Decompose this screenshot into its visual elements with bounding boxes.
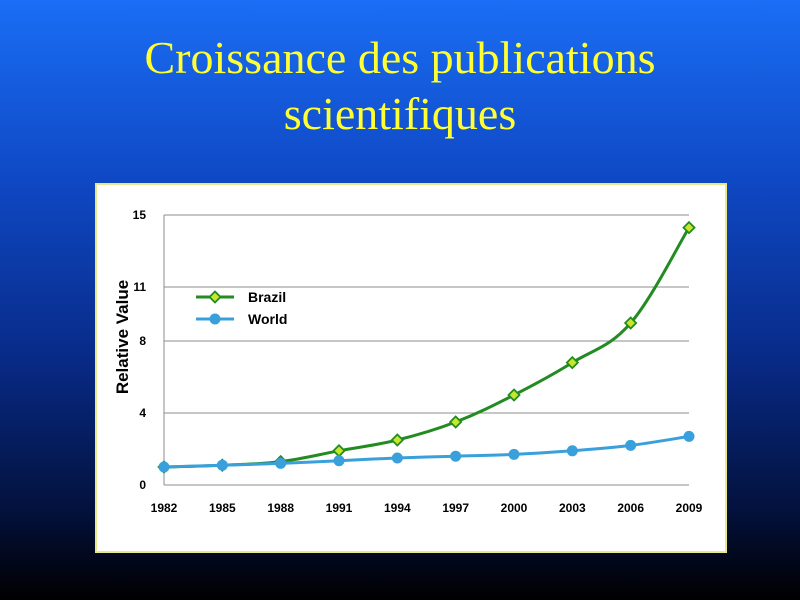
slide-title: Croissance des publications scientifique… [0,30,800,142]
data-point-brazil [448,415,463,429]
x-tick-label: 2000 [501,501,528,515]
series-line-brazil [163,226,691,469]
data-point-brazil [565,355,580,370]
data-point-world [158,461,170,473]
data-point-world [683,430,695,442]
y-tick-label: 8 [139,334,146,348]
x-tick-label: 1982 [151,501,178,515]
data-point-world [625,439,637,451]
x-tick-label: 1991 [326,501,353,515]
data-point-world [391,452,403,464]
x-tick-label: 2003 [559,501,586,515]
x-tick-label: 1988 [267,501,294,515]
slide-title-line-2: scientifiques [283,88,517,139]
series-line-world [163,434,690,469]
y-tick-label: 0 [139,478,146,492]
y-tick-label: 11 [133,280,146,294]
data-point-world [275,457,287,469]
data-point-brazil [623,316,638,330]
series-brazil [157,220,696,474]
data-point-brazil [507,388,521,402]
legend-marker-diamond [208,290,222,304]
data-point-brazil [682,220,696,235]
legend-item-brazil: Brazil [196,289,286,305]
x-tick-label: 1994 [384,501,411,515]
x-tick-label: 2009 [676,501,703,515]
legend-marker-circle [209,313,221,325]
y-tick-label: 15 [133,208,147,222]
series-world [158,430,695,473]
data-point-world [216,459,228,471]
legend-label: Brazil [248,289,286,305]
slide-title-line-1: Croissance des publications [144,32,656,83]
x-tick-label: 1985 [209,501,236,515]
y-tick-label: 4 [139,406,146,420]
legend-label: World [248,311,287,327]
legend: Brazil World [196,289,287,327]
x-tick-label: 1997 [442,501,469,515]
x-tick-labels: 1982 1985 1988 1991 1994 1997 2000 2003 2006 2009 [151,501,703,515]
chart-panel: 0 4 8 11 15 1982 1985 1988 1991 1994 1997 2000 2003… [95,183,727,553]
data-point-world [566,445,578,457]
axes [163,215,689,486]
data-point-world [508,448,520,460]
y-axis-title: Relative Value [113,280,132,394]
data-point-world [450,450,462,462]
data-point-brazil [390,433,405,447]
legend-item-world: World [196,311,287,327]
data-point-world [333,455,345,467]
series-lines [157,220,696,474]
y-tick-labels: 0 4 8 11 15 [133,208,147,492]
x-tick-label: 2006 [617,501,644,515]
line-chart: 0 4 8 11 15 1982 1985 1988 1991 1994 1997 2000 2003… [113,208,703,515]
data-point-brazil [332,444,346,458]
gridlines [164,214,689,414]
